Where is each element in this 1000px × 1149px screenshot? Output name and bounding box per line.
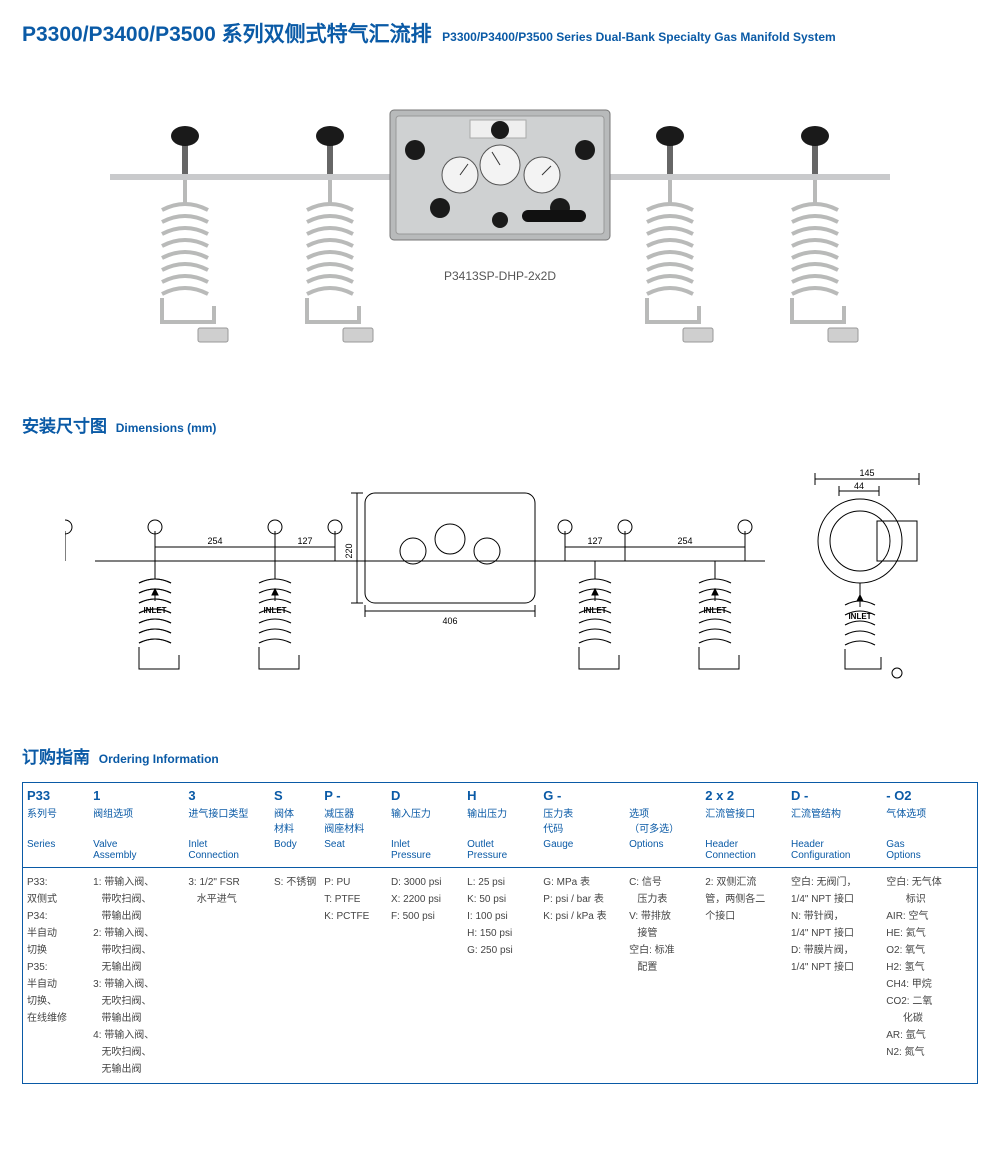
order-code-cell: G - [539, 783, 625, 804]
order-en-cell: ValveAssembly [89, 837, 184, 868]
order-en-cell: HeaderConfiguration [787, 837, 882, 868]
dim-heading-en: Dimensions (mm) [116, 421, 217, 435]
order-cn-cell: 压力表代码 [539, 803, 625, 837]
order-code-cell: H [463, 783, 539, 804]
svg-text:406: 406 [442, 616, 457, 626]
order-en-cell: GasOptions [882, 837, 977, 868]
ordering-heading-en: Ordering Information [99, 752, 219, 766]
svg-text:127: 127 [297, 536, 312, 546]
order-code-cell [625, 783, 701, 804]
order-code-cell: 3 [184, 783, 270, 804]
order-en-cell: OutletPressure [463, 837, 539, 868]
title-cn: P3300/P3400/P3500 系列双侧式特气汇流排 [22, 23, 432, 46]
order-body-cell: D: 3000 psiX: 2200 psiF: 500 psi [387, 868, 463, 1084]
order-code-cell: - O2 [882, 783, 977, 804]
order-cn-cell: 汇流管结构 [787, 803, 882, 837]
order-en-cell: Series [23, 837, 90, 868]
order-body-cell: C: 信号 压力表V: 带排放 接管空白: 标准 配置 [625, 868, 701, 1084]
product-photo-svg: P3413SP-DHP-2x2D [90, 70, 910, 375]
svg-text:145: 145 [859, 468, 874, 478]
order-cn-cell: 汇流管接口 [701, 803, 787, 837]
order-cn-cell: 选项（可多选） [625, 803, 701, 837]
svg-text:INLET: INLET [263, 606, 286, 615]
order-en-cell: InletConnection [184, 837, 270, 868]
order-body-cell: L: 25 psiK: 50 psiI: 100 psiH: 150 psiG:… [463, 868, 539, 1084]
title-en: P3300/P3400/P3500 Series Dual-Bank Speci… [442, 30, 836, 44]
order-body-cell: 1: 带输入阀、 带吹扫阀、 带输出阀2: 带输入阀、 带吹扫阀、 无输出阀3:… [89, 868, 184, 1084]
dimension-svg: 254 127 127 254 406 220 145 44 INLET INL… [65, 451, 935, 706]
order-cn-cell: 气体选项 [882, 803, 977, 837]
svg-text:44: 44 [854, 481, 864, 491]
order-cn-cell: 进气接口类型 [184, 803, 270, 837]
order-body-cell: P: PUT: PTFEK: PCTFE [320, 868, 387, 1084]
ordering-codes-row: P3313SP -DHG - 2 x 2D -- O2 [23, 783, 978, 804]
page-title: P3300/P3400/P3500 系列双侧式特气汇流排 P3300/P3400… [22, 18, 978, 48]
dim-heading-cn: 安装尺寸图 [22, 417, 107, 436]
order-en-cell: Seat [320, 837, 387, 868]
product-photo: P3413SP-DHP-2x2D [22, 70, 978, 380]
order-cn-cell: 减压器阀座材料 [320, 803, 387, 837]
svg-text:220: 220 [344, 543, 354, 558]
order-code-cell: 2 x 2 [701, 783, 787, 804]
order-code-cell: 1 [89, 783, 184, 804]
order-en-cell: Body [270, 837, 320, 868]
order-cn-cell: 阀组选项 [89, 803, 184, 837]
ordering-heading-cn: 订购指南 [22, 748, 90, 767]
order-code-cell: D - [787, 783, 882, 804]
order-body-cell: P33:双侧式P34:半自动切换P35:半自动切换、在线维修 [23, 868, 90, 1084]
dimensions-heading: 安装尺寸图 Dimensions (mm) [22, 412, 978, 437]
order-cn-cell: 输入压力 [387, 803, 463, 837]
ordering-body-row: P33:双侧式P34:半自动切换P35:半自动切换、在线维修1: 带输入阀、 带… [23, 868, 978, 1084]
order-code-cell: P33 [23, 783, 90, 804]
order-cn-cell: 阀体材料 [270, 803, 320, 837]
order-en-cell: Gauge [539, 837, 625, 868]
svg-text:INLET: INLET [848, 612, 871, 621]
ordering-en-row: SeriesValveAssemblyInletConnectionBodySe… [23, 837, 978, 868]
order-code-cell: S [270, 783, 320, 804]
order-cn-cell: 输出压力 [463, 803, 539, 837]
order-body-cell: 空白: 无阀门，1/4" NPT 接口N: 带针阀，1/4" NPT 接口D: … [787, 868, 882, 1084]
svg-text:127: 127 [587, 536, 602, 546]
order-en-cell: InletPressure [387, 837, 463, 868]
svg-text:254: 254 [677, 536, 692, 546]
order-body-cell: 空白: 无气体 标识AIR: 空气HE: 氦气O2: 氧气H2: 氢气CH4: … [882, 868, 977, 1084]
order-en-cell: Options [625, 837, 701, 868]
order-body-cell: S: 不锈钢 [270, 868, 320, 1084]
ordering-heading: 订购指南 Ordering Information [22, 743, 978, 768]
svg-text:INLET: INLET [703, 606, 726, 615]
order-code-cell: P - [320, 783, 387, 804]
order-cn-cell: 系列号 [23, 803, 90, 837]
ordering-table: P3313SP -DHG - 2 x 2D -- O2 系列号阀组选项进气接口类型… [22, 782, 978, 1084]
svg-text:INLET: INLET [583, 606, 606, 615]
svg-text:INLET: INLET [143, 606, 166, 615]
order-body-cell: G: MPa 表P: psi / bar 表K: psi / kPa 表 [539, 868, 625, 1084]
order-code-cell: D [387, 783, 463, 804]
svg-text:254: 254 [207, 536, 222, 546]
dimension-drawing: 254 127 127 254 406 220 145 44 INLET INL… [22, 451, 978, 711]
order-en-cell: HeaderConnection [701, 837, 787, 868]
order-body-cell: 3: 1/2" FSR 水平进气 [184, 868, 270, 1084]
order-body-cell: 2: 双侧汇流管，两侧各二个接口 [701, 868, 787, 1084]
photo-caption: P3413SP-DHP-2x2D [444, 269, 556, 283]
ordering-cn-row: 系列号阀组选项进气接口类型阀体材料减压器阀座材料输入压力输出压力压力表代码选项（… [23, 803, 978, 837]
